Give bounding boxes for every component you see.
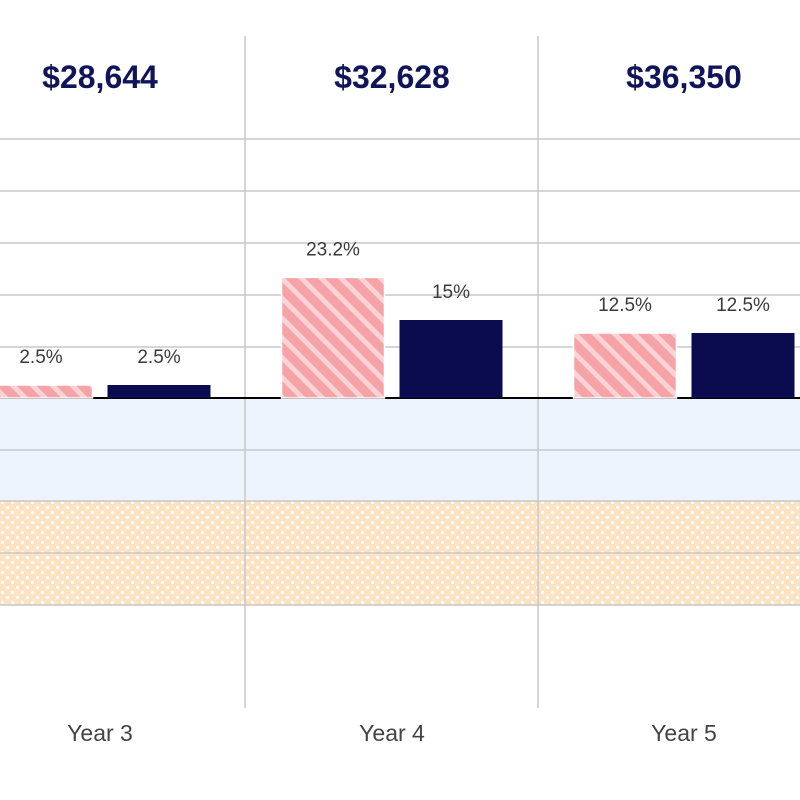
data-label: 12.5%: [598, 295, 652, 316]
column-total: $36,350: [626, 59, 742, 95]
bar-series1-year-5: [572, 332, 678, 399]
bar-series1-year-3: [0, 384, 94, 399]
column-total: $32,628: [334, 59, 450, 95]
x-tick-label: Year 5: [651, 720, 717, 746]
data-label: 23.2%: [306, 239, 360, 260]
x-tick-label: Year 3: [67, 720, 133, 746]
data-label: 2.5%: [19, 347, 62, 368]
data-label: 12.5%: [716, 295, 770, 316]
bar-series2-year-5: [691, 333, 795, 398]
bar-series1-year-4: [280, 276, 386, 399]
data-label: 2.5%: [137, 347, 180, 368]
x-tick-label: Year 4: [359, 720, 425, 746]
column-total: $28,644: [42, 59, 158, 95]
bar-series2-year-4: [399, 320, 503, 398]
data-label: 15%: [432, 282, 470, 303]
bar-series2-year-3: [107, 385, 211, 398]
